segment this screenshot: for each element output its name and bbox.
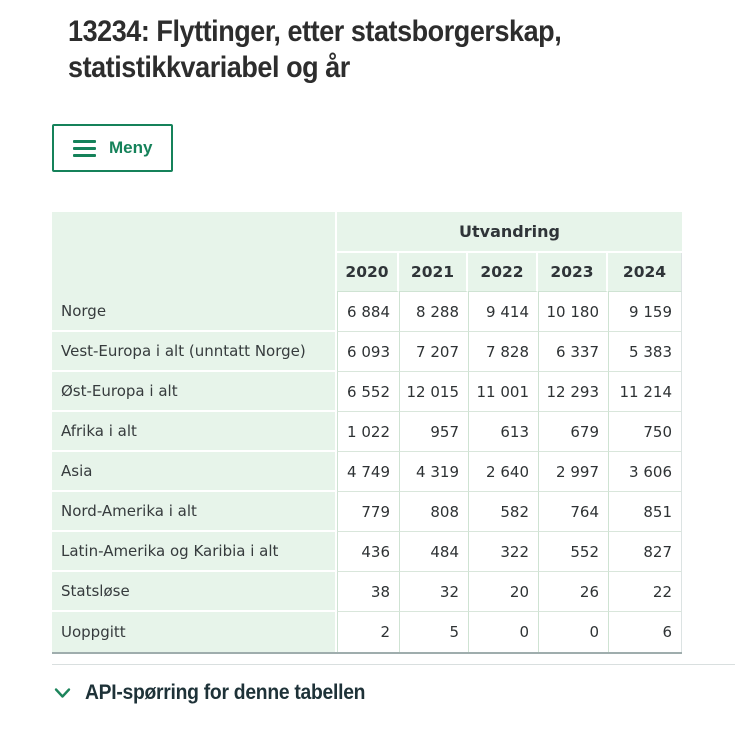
table-row: Asia 4 749 4 319 2 640 2 997 3 606 bbox=[52, 452, 682, 492]
cell-value: 808 bbox=[399, 492, 468, 532]
table-row: Afrika i alt 1 022 957 613 679 750 bbox=[52, 412, 682, 452]
cell-value: 4 319 bbox=[399, 452, 468, 492]
cell-value: 8 288 bbox=[399, 292, 468, 332]
cell-value: 12 293 bbox=[538, 372, 608, 412]
table-body: Norge 6 884 8 288 9 414 10 180 9 159 Ves… bbox=[52, 292, 682, 652]
year-header-2022: 2022 bbox=[468, 253, 538, 292]
table-row: Nord-Amerika i alt 779 808 582 764 851 bbox=[52, 492, 682, 532]
table-row: Statsløse 38 32 20 26 22 bbox=[52, 572, 682, 612]
cell-value: 4 749 bbox=[337, 452, 399, 492]
cell-value: 11 214 bbox=[608, 372, 682, 412]
cell-value: 436 bbox=[337, 532, 399, 572]
cell-value: 5 bbox=[399, 612, 468, 652]
cell-value: 552 bbox=[538, 532, 608, 572]
row-label: Afrika i alt bbox=[52, 412, 337, 452]
cell-value: 779 bbox=[337, 492, 399, 532]
api-query-label: API-spørring for denne tabellen bbox=[85, 681, 366, 704]
cell-value: 2 640 bbox=[468, 452, 538, 492]
cell-value: 1 022 bbox=[337, 412, 399, 452]
cell-value: 0 bbox=[538, 612, 608, 652]
cell-value: 3 606 bbox=[608, 452, 682, 492]
hamburger-icon bbox=[73, 139, 96, 157]
table-corner-cell bbox=[52, 212, 337, 292]
cell-value: 6 093 bbox=[337, 332, 399, 372]
cell-value: 613 bbox=[468, 412, 538, 452]
table-row: Latin-Amerika og Karibia i alt 436 484 3… bbox=[52, 532, 682, 572]
cell-value: 750 bbox=[608, 412, 682, 452]
cell-value: 2 bbox=[337, 612, 399, 652]
group-header-row: Utvandring bbox=[52, 212, 682, 292]
row-label: Statsløse bbox=[52, 572, 337, 612]
cell-value: 2 997 bbox=[538, 452, 608, 492]
cell-value: 827 bbox=[608, 532, 682, 572]
year-header-row: 2020 2021 2022 2023 2024 bbox=[52, 253, 682, 292]
cell-value: 22 bbox=[608, 572, 682, 612]
cell-value: 6 bbox=[608, 612, 682, 652]
statistics-table: Utvandring 2020 2021 2022 2023 2024 Norg… bbox=[52, 212, 682, 654]
year-header-2020: 2020 bbox=[337, 253, 399, 292]
cell-value: 6 337 bbox=[538, 332, 608, 372]
cell-value: 6 884 bbox=[337, 292, 399, 332]
table-row: Øst-Europa i alt 6 552 12 015 11 001 12 … bbox=[52, 372, 682, 412]
row-label: Asia bbox=[52, 452, 337, 492]
cell-value: 957 bbox=[399, 412, 468, 452]
row-label: Vest-Europa i alt (unntatt Norge) bbox=[52, 332, 337, 372]
cell-value: 9 159 bbox=[608, 292, 682, 332]
cell-value: 851 bbox=[608, 492, 682, 532]
row-label: Latin-Amerika og Karibia i alt bbox=[52, 532, 337, 572]
cell-value: 26 bbox=[538, 572, 608, 612]
cell-value: 582 bbox=[468, 492, 538, 532]
cell-value: 20 bbox=[468, 572, 538, 612]
cell-value: 322 bbox=[468, 532, 538, 572]
cell-value: 5 383 bbox=[608, 332, 682, 372]
cell-value: 11 001 bbox=[468, 372, 538, 412]
table-row: Uoppgitt 2 5 0 0 6 bbox=[52, 612, 682, 652]
cell-value: 679 bbox=[538, 412, 608, 452]
chevron-down-icon bbox=[54, 688, 71, 698]
year-header-2024: 2024 bbox=[608, 253, 682, 292]
cell-value: 7 207 bbox=[399, 332, 468, 372]
table-row: Vest-Europa i alt (unntatt Norge) 6 093 … bbox=[52, 332, 682, 372]
cell-value: 38 bbox=[337, 572, 399, 612]
cell-value: 484 bbox=[399, 532, 468, 572]
cell-value: 6 552 bbox=[337, 372, 399, 412]
page-title-line2: statistikkvariabel og år bbox=[68, 51, 350, 84]
page-title-line1: 13234: Flyttinger, etter statsborgerskap… bbox=[68, 15, 562, 48]
row-label: Nord-Amerika i alt bbox=[52, 492, 337, 532]
cell-value: 0 bbox=[468, 612, 538, 652]
cell-value: 764 bbox=[538, 492, 608, 532]
year-header-2021: 2021 bbox=[399, 253, 468, 292]
cell-value: 9 414 bbox=[468, 292, 538, 332]
row-label: Øst-Europa i alt bbox=[52, 372, 337, 412]
section-divider bbox=[52, 664, 735, 665]
column-group-header: Utvandring bbox=[337, 212, 682, 253]
menu-button[interactable]: Meny bbox=[52, 124, 174, 172]
table-row: Norge 6 884 8 288 9 414 10 180 9 159 bbox=[52, 292, 682, 332]
cell-value: 32 bbox=[399, 572, 468, 612]
row-label: Uoppgitt bbox=[52, 612, 337, 652]
year-header-2023: 2023 bbox=[538, 253, 608, 292]
cell-value: 7 828 bbox=[468, 332, 538, 372]
cell-value: 12 015 bbox=[399, 372, 468, 412]
page-title: 13234: Flyttinger, etter statsborgerskap… bbox=[68, 14, 680, 86]
menu-button-label: Meny bbox=[109, 138, 153, 157]
api-query-toggle[interactable]: API-spørring for denne tabellen bbox=[54, 681, 390, 705]
row-label: Norge bbox=[52, 292, 337, 332]
cell-value: 10 180 bbox=[538, 292, 608, 332]
